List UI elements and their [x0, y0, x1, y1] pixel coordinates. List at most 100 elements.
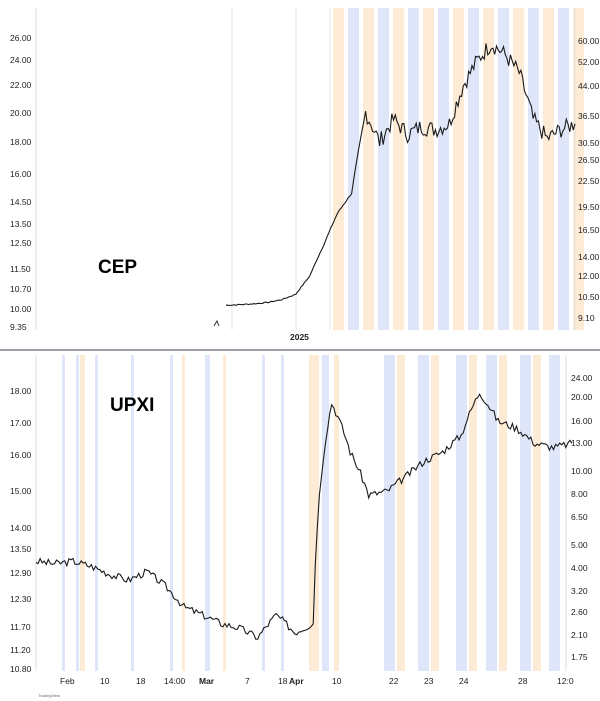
- y-tick-left: 16.00: [10, 169, 32, 179]
- session-band: [483, 8, 494, 330]
- session-band: [322, 355, 329, 671]
- cep-price-line: [225, 43, 576, 307]
- session-band: [223, 355, 226, 671]
- y-tick-left: 11.50: [10, 264, 31, 274]
- x-tick: Mar: [199, 676, 215, 686]
- x-tick: 10: [100, 676, 110, 686]
- session-band: [543, 8, 554, 330]
- session-band: [418, 355, 429, 671]
- session-band: [453, 8, 464, 330]
- y-tick-left: 10.00: [10, 304, 32, 314]
- session-band: [520, 355, 531, 671]
- upxi-price-line: [35, 393, 573, 640]
- y-tick-left: 12.50: [10, 238, 32, 248]
- session-band: [205, 355, 210, 671]
- x-tick: 28: [518, 676, 528, 686]
- session-band: [281, 355, 284, 671]
- y-tick-right: 10.50: [578, 292, 600, 302]
- session-band: [131, 355, 134, 671]
- x-tick: 24: [459, 676, 469, 686]
- y-tick-left: 11.70: [10, 622, 31, 632]
- session-band: [182, 355, 185, 671]
- x-tick: 12:0: [557, 676, 574, 686]
- y-tick-right: 36.50: [578, 111, 600, 121]
- y-tick-right: 30.50: [578, 138, 600, 148]
- y-tick-right: 24.00: [571, 373, 593, 383]
- y-tick-left: 13.50: [10, 544, 32, 554]
- x-tick: 23: [424, 676, 434, 686]
- cep-chart-panel[interactable]: 26.00 24.00 22.00 20.00 18.00 16.00 14.50 13.50…: [0, 0, 600, 350]
- session-band: [397, 355, 405, 671]
- session-band: [573, 8, 584, 330]
- cep-chart[interactable]: 26.00 24.00 22.00 20.00 18.00 16.00 14.50 13.50…: [0, 0, 600, 350]
- x-tick: 18: [136, 676, 146, 686]
- x-tick: 7: [245, 676, 250, 686]
- y-tick-left: 24.00: [10, 55, 32, 65]
- y-tick-right: 12.00: [578, 271, 600, 281]
- price-tick-mark: [213, 319, 220, 327]
- y-tick-left: 18.00: [10, 386, 32, 396]
- y-tick-right: 1.75: [571, 652, 588, 662]
- session-band: [384, 355, 395, 671]
- session-band: [334, 355, 339, 671]
- y-tick-right: 52.00: [578, 57, 600, 67]
- y-tick-right: 2.60: [571, 607, 588, 617]
- y-tick-left: 17.00: [10, 418, 32, 428]
- y-tick-right: 16.50: [578, 225, 600, 235]
- x-tick: 14:00: [164, 676, 186, 686]
- y-tick-right: 26.50: [578, 155, 600, 165]
- session-band: [348, 8, 359, 330]
- y-tick-right: 13.00: [571, 438, 593, 448]
- y-tick-right: 16.00: [571, 416, 593, 426]
- x-tick: Apr: [289, 676, 304, 686]
- upxi-chart[interactable]: 18.00 17.00 16.00 15.00 14.00 13.50 12.90 12.30…: [0, 351, 600, 701]
- session-band: [378, 8, 389, 330]
- y-tick-left: 20.00: [10, 108, 32, 118]
- session-band: [558, 8, 569, 330]
- y-tick-left: 10.70: [10, 284, 32, 294]
- panel-divider: [0, 349, 600, 351]
- y-tick-left: 10.80: [10, 664, 32, 674]
- session-band: [333, 8, 344, 330]
- tradingview-logo: TradingView: [38, 693, 60, 698]
- session-band: [486, 355, 497, 671]
- session-band: [95, 355, 98, 671]
- session-band: [393, 8, 404, 330]
- y-tick-left: 14.00: [10, 523, 32, 533]
- chart-title-upxi: UPXI: [110, 395, 154, 416]
- y-tick-right: 19.50: [578, 202, 600, 212]
- session-band: [408, 8, 419, 330]
- y-tick-left: 15.00: [10, 486, 32, 496]
- y-tick-right: 4.00: [571, 563, 588, 573]
- session-band: [528, 8, 539, 330]
- session-band: [262, 355, 265, 671]
- y-tick-left: 11.20: [10, 645, 31, 655]
- session-band: [363, 8, 374, 330]
- y-tick-right: 6.50: [571, 512, 588, 522]
- y-tick-left: 12.30: [10, 594, 32, 604]
- y-tick-right: 8.00: [571, 489, 588, 499]
- x-tick: 18: [278, 676, 288, 686]
- chart-title-cep: CEP: [98, 257, 137, 278]
- y-tick-right: 9.10: [578, 313, 595, 323]
- session-band: [80, 355, 85, 671]
- y-tick-right: 44.00: [578, 81, 600, 91]
- upxi-chart-panel[interactable]: 18.00 17.00 16.00 15.00 14.00 13.50 12.90 12.30…: [0, 351, 600, 701]
- session-band: [468, 8, 479, 330]
- session-band: [498, 8, 509, 330]
- session-band: [438, 8, 449, 330]
- x-tick: Feb: [60, 676, 75, 686]
- y-tick-left: 9.35: [10, 322, 27, 332]
- session-band: [513, 8, 524, 330]
- session-band: [76, 355, 79, 671]
- y-tick-left: 12.90: [10, 568, 32, 578]
- x-tick-2025: 2025: [290, 332, 309, 342]
- y-tick-right: 5.00: [571, 540, 588, 550]
- session-band: [499, 355, 507, 671]
- session-band: [170, 355, 173, 671]
- y-tick-right: 3.20: [571, 586, 588, 596]
- x-tick: 10: [332, 676, 342, 686]
- y-tick-left: 13.50: [10, 219, 32, 229]
- y-tick-left: 14.50: [10, 197, 32, 207]
- y-tick-left: 16.00: [10, 450, 32, 460]
